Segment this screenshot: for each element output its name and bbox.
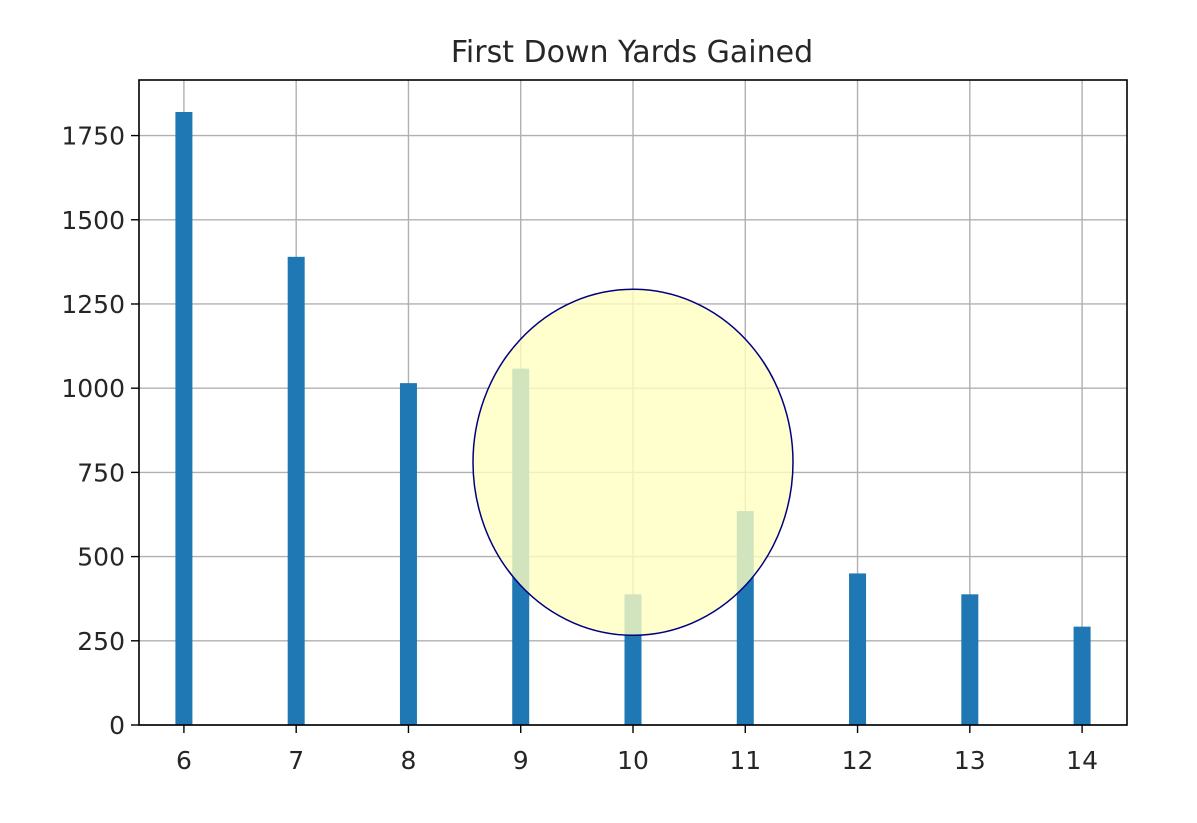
x-tick-label: 7 [288, 746, 304, 775]
x-tick-label: 9 [513, 746, 529, 775]
highlight-circle [472, 288, 794, 637]
x-tick-label: 8 [401, 746, 417, 775]
x-tick-label: 14 [1066, 746, 1098, 775]
x-axis-ticks: 6 7 8 9 10 11 12 13 14 [176, 725, 1098, 775]
y-tick-label: 1250 [61, 290, 125, 319]
chart-title: First Down Yards Gained [451, 35, 813, 70]
x-tick-label: 11 [729, 746, 761, 775]
y-axis-ticks: 0 250 500 750 1000 1250 1500 1750 [61, 122, 139, 740]
y-tick-label: 1500 [61, 206, 125, 235]
x-tick-label: 13 [954, 746, 986, 775]
y-tick-label: 1000 [61, 374, 125, 403]
y-tick-label: 500 [77, 543, 125, 572]
y-tick-label: 250 [77, 627, 125, 656]
y-tick-label: 1750 [61, 122, 125, 151]
bar [849, 573, 867, 725]
bar [399, 383, 417, 725]
bar [287, 256, 305, 725]
y-tick-label: 750 [77, 458, 125, 487]
bar [175, 111, 193, 726]
bar [1073, 626, 1091, 725]
x-tick-label: 6 [176, 746, 192, 775]
x-tick-label: 12 [842, 746, 874, 775]
bar [961, 594, 979, 725]
y-tick-label: 0 [109, 711, 125, 740]
highlight-ellipse [472, 288, 794, 637]
x-tick-label: 10 [617, 746, 649, 775]
